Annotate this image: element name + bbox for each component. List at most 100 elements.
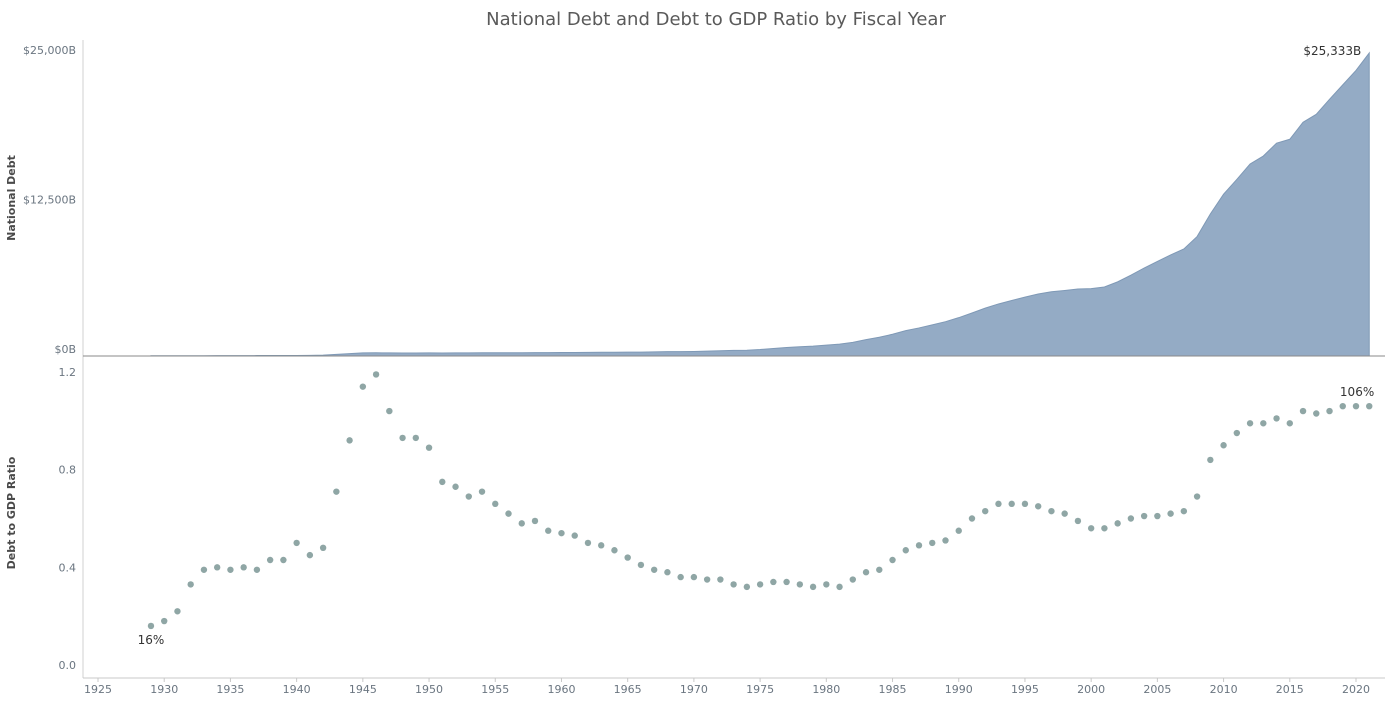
ratio-point [187, 581, 194, 588]
ratio-point [558, 529, 565, 537]
x-tick-label: 1955 [481, 683, 509, 696]
ratio-point [1220, 442, 1227, 449]
ratio-point [280, 556, 287, 564]
ratio-point [1140, 512, 1148, 520]
national-debt-area [150, 51, 1370, 357]
ratio-point [372, 371, 380, 378]
ratio-point [425, 444, 433, 451]
bottom-y-tick-label: 1.2 [59, 366, 77, 379]
ratio-point [346, 437, 353, 444]
ratio-point [1339, 402, 1346, 410]
ratio-point [306, 551, 314, 559]
x-tick-label: 1985 [879, 683, 907, 696]
ratio-point [611, 547, 618, 554]
ratio-point [968, 515, 976, 522]
ratio-point [1326, 407, 1333, 415]
ratio-point [1207, 456, 1214, 464]
ratio-point [359, 383, 367, 390]
ratio-point [1087, 525, 1095, 532]
last-ratio-label: 106% [1340, 385, 1374, 399]
x-tick-label: 1950 [415, 683, 443, 696]
ratio-point [253, 566, 261, 573]
ratio-point [889, 556, 896, 564]
x-tick-label: 1970 [680, 683, 708, 696]
ratio-point [531, 517, 539, 525]
x-tick-label: 1935 [216, 683, 244, 696]
x-tick-label: 2020 [1342, 683, 1370, 696]
ratio-point [1273, 415, 1280, 422]
ratio-point [492, 500, 499, 508]
ratio-point [1233, 429, 1241, 437]
ratio-point [1286, 420, 1293, 427]
max-debt-label: $25,333B [1303, 44, 1361, 58]
ratio-point [571, 532, 578, 539]
ratio-point [1034, 503, 1042, 510]
ratio-point [333, 488, 340, 495]
ratio-point [677, 573, 684, 581]
x-tick-label: 1940 [283, 683, 311, 696]
top-y-tick-label: $0B [54, 343, 76, 356]
ratio-point [1008, 500, 1015, 508]
bottom-y-axis-label: Debt to GDP Ratio [5, 456, 18, 569]
ratio-point [942, 537, 949, 544]
ratio-point [1074, 517, 1082, 525]
ratio-point [161, 617, 168, 625]
ratio-point [386, 407, 393, 415]
ratio-point [439, 478, 446, 486]
chart-title: National Debt and Debt to GDP Ratio by F… [486, 9, 946, 30]
ratio-point [730, 581, 737, 588]
x-tick-label: 1960 [547, 683, 575, 696]
ratio-point [1101, 525, 1108, 532]
ratio-point [240, 564, 247, 571]
min-ratio-label: 16% [138, 633, 165, 647]
ratio-point [227, 566, 234, 573]
ratio-point [624, 554, 631, 561]
ratio-point [266, 556, 274, 564]
ratio-point [743, 583, 751, 591]
top-y-tick-label: $25,000B [23, 44, 76, 57]
ratio-point [770, 578, 777, 586]
x-tick-label: 1995 [1011, 683, 1039, 696]
bottom-y-tick-label: 0.8 [59, 464, 77, 477]
x-tick-label: 1965 [614, 683, 642, 696]
ratio-point [876, 566, 883, 573]
ratio-point [862, 569, 870, 576]
ratio-point [1127, 515, 1135, 522]
ratio-point [809, 583, 817, 591]
ratio-point [412, 434, 420, 442]
ratio-point [836, 583, 843, 591]
x-tick-label: 1990 [945, 683, 973, 696]
ratio-point [452, 483, 459, 490]
ratio-point [200, 566, 208, 573]
x-tick-label: 1945 [349, 683, 377, 696]
ratio-point [1167, 510, 1174, 517]
ratio-point [584, 539, 592, 547]
ratio-point [399, 434, 406, 442]
x-axis: 1925 1930 1935 1940 1945 1950 1955 1960 1965 1970… [84, 678, 1370, 696]
ratio-point [1246, 420, 1254, 427]
ratio-point [174, 608, 181, 615]
ratio-point [1114, 520, 1121, 527]
ratio-point [1313, 410, 1320, 417]
ratio-point [664, 569, 671, 576]
ratio-point [1048, 507, 1055, 515]
ratio-point [1180, 507, 1188, 515]
x-tick-label: 1975 [746, 683, 774, 696]
ratio-point [902, 547, 909, 554]
ratio-point [518, 520, 525, 527]
top-y-tick-label: $12,500B [23, 194, 76, 207]
ratio-point [915, 542, 923, 549]
x-tick-label: 2010 [1210, 683, 1238, 696]
ratio-point [319, 544, 327, 551]
ratio-point [478, 488, 486, 495]
ratio-point [465, 493, 472, 500]
ratio-point [1021, 500, 1029, 508]
ratio-point [1154, 512, 1161, 520]
ratio-point [213, 564, 221, 571]
bottom-y-tick-label: 0.4 [59, 561, 77, 574]
ratio-point [1299, 407, 1307, 415]
ratio-point [929, 539, 936, 547]
ratio-point [783, 578, 790, 586]
ratio-point [293, 539, 300, 547]
